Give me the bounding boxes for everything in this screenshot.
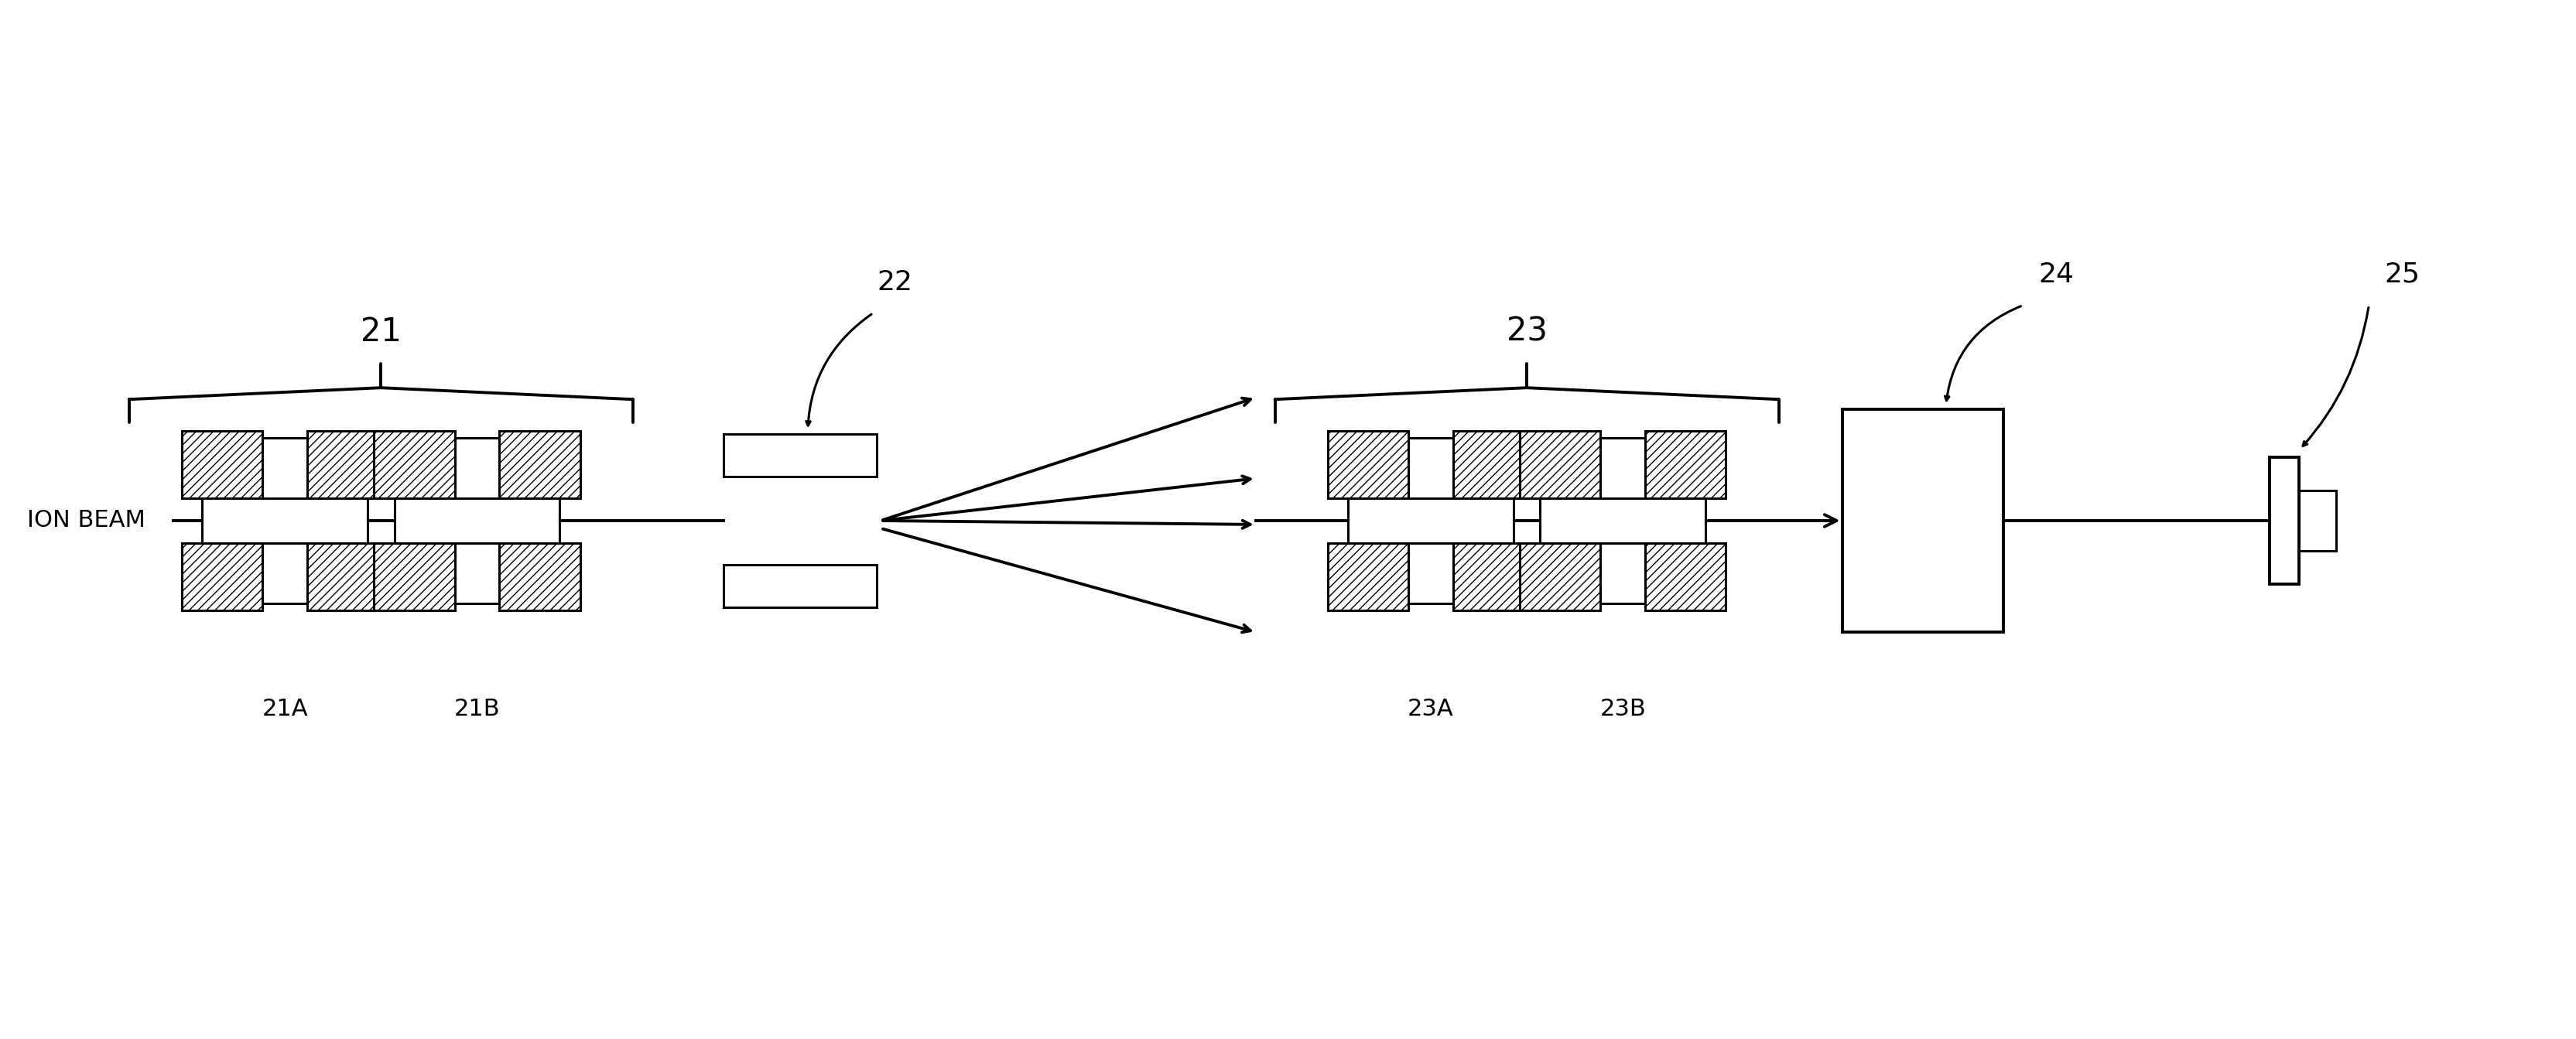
Bar: [1842, 409, 2004, 632]
Bar: [183, 543, 263, 611]
Bar: [1646, 431, 1726, 499]
Text: 24: 24: [2038, 262, 2074, 288]
Bar: [724, 434, 876, 477]
Bar: [500, 543, 580, 611]
Bar: [2298, 490, 2336, 551]
Bar: [2269, 457, 2298, 584]
Bar: [374, 543, 456, 611]
Text: 21A: 21A: [263, 698, 309, 720]
Bar: [1600, 438, 1646, 604]
Bar: [500, 431, 580, 499]
Text: 22: 22: [876, 269, 912, 295]
Text: 23A: 23A: [1406, 698, 1453, 720]
Text: 23: 23: [1507, 316, 1548, 348]
Text: 23B: 23B: [1600, 698, 1646, 720]
Bar: [307, 431, 389, 499]
Text: ION BEAM: ION BEAM: [28, 509, 144, 532]
Bar: [724, 565, 876, 607]
Bar: [394, 499, 559, 543]
Bar: [1347, 499, 1512, 543]
Bar: [374, 431, 456, 499]
Bar: [1327, 543, 1409, 611]
Text: 21: 21: [361, 316, 402, 348]
Bar: [1646, 543, 1726, 611]
Bar: [1409, 438, 1453, 604]
Bar: [1327, 431, 1409, 499]
Bar: [201, 499, 368, 543]
Bar: [1520, 543, 1600, 611]
Bar: [1520, 431, 1600, 499]
Bar: [263, 438, 307, 604]
Bar: [456, 438, 500, 604]
Text: 25: 25: [2385, 262, 2419, 288]
Bar: [1453, 431, 1533, 499]
Text: 21B: 21B: [453, 698, 500, 720]
Bar: [1453, 543, 1533, 611]
Bar: [183, 431, 263, 499]
Bar: [307, 543, 389, 611]
Bar: [1540, 499, 1705, 543]
